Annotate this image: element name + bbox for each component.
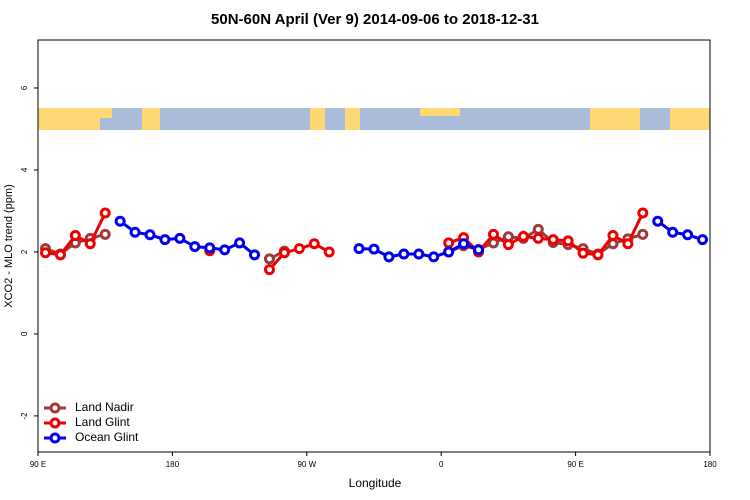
data-point: [443, 246, 455, 258]
data-point: [99, 228, 111, 240]
data-point: [473, 244, 485, 256]
map-land: [420, 108, 460, 116]
data-point: [99, 207, 111, 219]
data-point: [114, 215, 126, 227]
map-ocean: [100, 118, 120, 130]
legend-label: Ocean Glint: [75, 430, 139, 444]
data-point: [592, 249, 604, 261]
data-point: [532, 232, 544, 244]
data-point: [637, 207, 649, 219]
data-point: [308, 238, 320, 250]
data-point: [697, 234, 709, 246]
data-point: [428, 251, 440, 263]
data-point: [532, 223, 544, 235]
x-axis-label: Longitude: [349, 476, 402, 490]
x-tick-label: 90 W: [297, 460, 316, 469]
data-point: [458, 238, 470, 250]
data-point: [234, 237, 246, 249]
x-tick-label: 180: [166, 460, 180, 469]
data-point: [547, 234, 559, 246]
data-point: [174, 232, 186, 244]
y-tick-label: -2: [20, 412, 29, 420]
data-point: [54, 249, 66, 261]
data-point: [278, 247, 290, 259]
data-point: [39, 247, 51, 259]
x-tick-label: 90 E: [30, 460, 46, 469]
legend-swatch-point: [49, 432, 61, 444]
data-point: [84, 238, 96, 250]
data-point: [383, 251, 395, 263]
data-point: [353, 243, 365, 255]
map-ocean: [360, 108, 590, 130]
x-tick-label: 180: [703, 460, 717, 469]
data-point: [487, 237, 499, 249]
data-point: [637, 228, 649, 240]
data-point: [263, 264, 275, 276]
data-point: [622, 238, 634, 250]
data-point: [577, 247, 589, 259]
chart-title: 50N-60N April (Ver 9) 2014-09-06 to 2018…: [211, 11, 539, 28]
data-point: [144, 229, 156, 241]
x-tick-label: 0: [439, 460, 444, 469]
data-point: [517, 230, 529, 242]
data-point: [607, 230, 619, 242]
data-point: [249, 249, 261, 261]
data-point: [368, 243, 380, 255]
data-point: [413, 248, 425, 260]
data-point: [159, 234, 171, 246]
data-point: [204, 242, 216, 254]
data-point: [398, 248, 410, 260]
data-point: [667, 226, 679, 238]
y-tick-label: 6: [20, 85, 29, 90]
data-point: [189, 241, 201, 253]
map-ocean: [325, 108, 345, 130]
data-point: [502, 239, 514, 251]
data-point: [293, 243, 305, 255]
map-strip: [38, 108, 710, 130]
data-point: [263, 253, 275, 265]
y-tick-label: 4: [20, 167, 29, 172]
data-point: [443, 237, 455, 249]
data-point: [129, 226, 141, 238]
x-tick-label: 90 E: [567, 460, 583, 469]
legend-label: Land Glint: [75, 415, 130, 429]
data-point: [219, 244, 231, 256]
data-point: [487, 228, 499, 240]
data-point: [682, 229, 694, 241]
data-point: [562, 235, 574, 247]
y-tick-label: 0: [20, 331, 29, 336]
data-point: [652, 215, 664, 227]
plot-frame: [37, 39, 711, 453]
legend-swatch-point: [49, 417, 61, 429]
legend-label: Land Nadir: [75, 400, 134, 414]
data-point: [69, 230, 81, 242]
y-axis-label: XCO2 - MLO trend (ppm): [3, 184, 15, 307]
legend-swatch-point: [49, 402, 61, 414]
y-tick-label: 2: [20, 249, 29, 254]
map-ocean: [640, 108, 670, 130]
data-point: [323, 246, 335, 258]
map-ocean: [160, 108, 310, 130]
